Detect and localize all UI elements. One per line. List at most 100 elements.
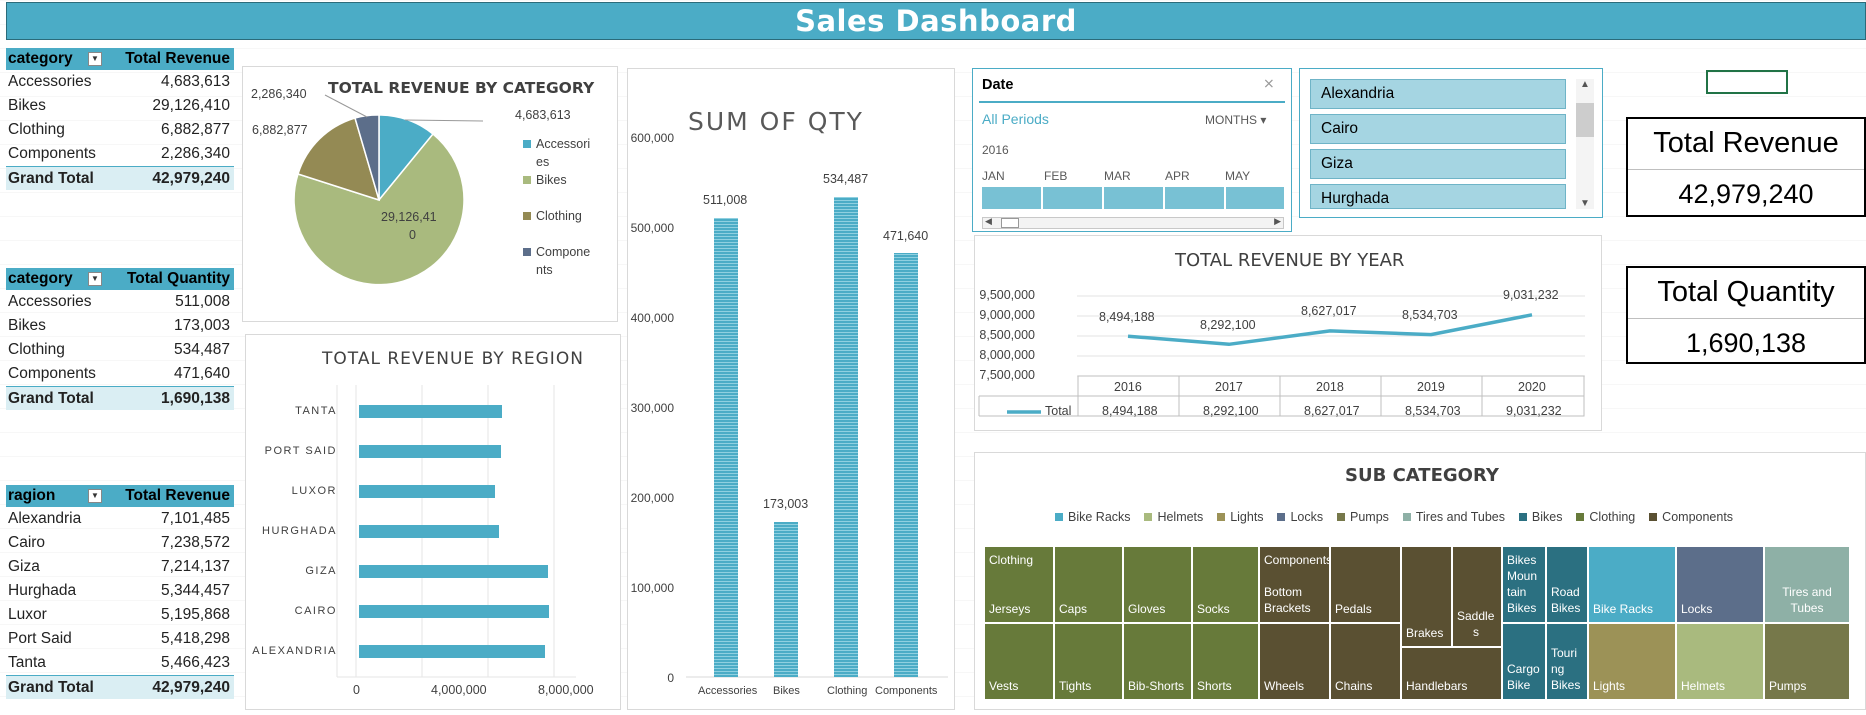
bar-clothing[interactable] [834, 197, 858, 677]
slicer-scrollbar[interactable]: ▲ ▼ [1576, 79, 1594, 209]
treemap-tile-vests[interactable]: Vests [985, 624, 1055, 701]
pie-slice-bikes[interactable] [293, 132, 465, 286]
treemap-tile-cargo-bike[interactable]: Cargo Bike [1503, 624, 1547, 701]
treemap-tile-pumps[interactable]: Pumps [1765, 624, 1851, 701]
bar-cairo[interactable] [359, 605, 549, 618]
bar-hurghada[interactable] [359, 525, 499, 538]
treemap-tile-socks[interactable]: Socks [1193, 547, 1260, 624]
pie-slice-components[interactable] [354, 114, 380, 201]
table-row[interactable]: Accessories 511,008 [6, 290, 234, 314]
sort-filter-icon[interactable]: ▼ [88, 489, 102, 503]
city-slicer[interactable]: Alexandria Cairo Giza Hurghada ▲ ▼ [1299, 68, 1603, 218]
scroll-down-icon[interactable]: ▼ [1580, 198, 1590, 209]
table-row[interactable]: Giza 7,214,137 [6, 555, 234, 579]
pie-slice-clothing[interactable] [297, 117, 381, 202]
sort-filter-icon[interactable]: ▼ [88, 272, 102, 286]
legend-item-clothing[interactable]: Clothing [523, 209, 582, 223]
treemap-tile-pedals[interactable]: Pedals [1331, 547, 1402, 624]
timeline-month[interactable]: MAY [1225, 169, 1251, 183]
treemap-tile-brakes[interactable]: Brakes [1402, 547, 1453, 648]
table-row[interactable]: Bikes 29,126,410 [6, 94, 234, 118]
treemap-tile-lights[interactable]: Lights [1589, 624, 1677, 701]
treemap-tile-helmets[interactable]: Helmets [1677, 624, 1765, 701]
legend-item-components[interactable]: Compone [523, 245, 590, 259]
bar-port-said[interactable] [359, 445, 501, 458]
legend-item[interactable]: Bikes [1518, 510, 1562, 524]
legend-item[interactable]: Lights [1217, 510, 1264, 524]
treemap-tile-gloves[interactable]: Gloves [1124, 547, 1193, 624]
scroll-right-icon[interactable]: ▶ [1274, 216, 1281, 226]
bar-components[interactable] [894, 253, 918, 677]
slicer-item-hurghada[interactable]: Hurghada [1310, 184, 1566, 209]
treemap-tile-wheels[interactable]: Wheels [1260, 624, 1331, 701]
bar-alexandria[interactable] [359, 645, 545, 658]
table-row[interactable]: Port Said 5,418,298 [6, 627, 234, 651]
legend-item[interactable]: Bike Racks [1055, 510, 1131, 524]
treemap-tile-caps[interactable]: Caps [1055, 547, 1124, 624]
legend-item-accessories[interactable]: Accessori [523, 137, 590, 151]
scroll-left-icon[interactable]: ◀ [985, 216, 992, 226]
legend-item-bikes[interactable]: Bikes [523, 173, 567, 187]
table-row[interactable]: Tanta 5,466,423 [6, 651, 234, 675]
legend-item[interactable]: Locks [1277, 510, 1323, 524]
treemap-tile-bike-racks[interactable]: Bike Racks [1589, 547, 1677, 624]
clear-filter-icon[interactable]: ⨯ [1263, 75, 1275, 91]
treemap-tile-shorts[interactable]: Shorts [1193, 624, 1260, 701]
grand-total-row[interactable]: Grand Total 42,979,240 [6, 675, 234, 699]
scrollbar-thumb[interactable] [1001, 218, 1019, 228]
treemap-tile-touring-bikes[interactable]: Touri ng Bikes [1547, 624, 1589, 701]
legend-item[interactable]: Helmets [1144, 510, 1203, 524]
treemap-tile-tights[interactable]: Tights [1055, 624, 1124, 701]
table-row[interactable]: Hurghada 5,344,457 [6, 579, 234, 603]
bar-luxor[interactable] [359, 485, 495, 498]
table-row[interactable]: Clothing 6,882,877 [6, 118, 234, 142]
table-row[interactable]: Cairo 7,238,572 [6, 531, 234, 555]
time-level-dropdown[interactable]: MONTHS ▾ [1205, 113, 1266, 127]
treemap-tile-bib-shorts[interactable]: Bib-Shorts [1124, 624, 1193, 701]
treemap-tile-locks[interactable]: Locks [1677, 547, 1765, 624]
qty-chart-panel[interactable]: SUM OF QTY 600,000 500,000 400,000 300,0… [627, 68, 955, 710]
legend-item[interactable]: Tires and Tubes [1402, 510, 1505, 524]
pie-chart-panel[interactable]: TOTAL REVENUE BY CATEGORY 4,683,613 2,28… [242, 66, 618, 322]
scrollbar-thumb[interactable] [1576, 103, 1594, 137]
treemap-tile-mountain-bikes[interactable]: Bikes Moun tain Bikes [1503, 547, 1547, 624]
bar-tanta[interactable] [359, 405, 502, 418]
date-timeline-slicer[interactable]: Date ⨯ All Periods MONTHS ▾ 2016 JAN FEB… [972, 68, 1292, 232]
table-row[interactable]: Luxor 5,195,868 [6, 603, 234, 627]
table-row[interactable]: Components 2,286,340 [6, 142, 234, 166]
bar-bikes[interactable] [774, 522, 798, 677]
slicer-item-cairo[interactable]: Cairo [1310, 114, 1566, 144]
bar-giza[interactable] [359, 565, 548, 578]
treemap-tile-chains[interactable]: Chains [1331, 624, 1402, 701]
region-chart-panel[interactable]: TOTAL REVENUE BY REGION TANTA PORT SAID … [245, 334, 621, 710]
year-chart-panel[interactable]: TOTAL REVENUE BY YEAR 9,500,000 9,000,00… [974, 235, 1602, 431]
treemap-tile-jerseys[interactable]: Clothing Jerseys [985, 547, 1055, 624]
treemap-tile-saddles[interactable]: Saddle s [1453, 547, 1503, 648]
timeline-month[interactable]: JAN [982, 169, 1005, 183]
revenue-line[interactable] [1127, 313, 1533, 347]
treemap-tile-bottom-brackets[interactable]: Components Bottom Brackets [1260, 547, 1331, 624]
legend-item[interactable]: Pumps [1337, 510, 1389, 524]
legend-item[interactable]: Components [1649, 510, 1733, 524]
timeline-month[interactable]: MAR [1104, 169, 1131, 183]
treemap-tile-handlebars[interactable]: Handlebars [1402, 648, 1503, 701]
treemap-panel[interactable]: SUB CATEGORY Bike Racks Helmets Lights L… [974, 452, 1866, 710]
scroll-up-icon[interactable]: ▲ [1580, 79, 1590, 90]
table-row[interactable]: Alexandria 7,101,485 [6, 507, 234, 531]
table-row[interactable]: Bikes 173,003 [6, 314, 234, 338]
table-row[interactable]: Accessories 4,683,613 [6, 70, 234, 94]
slicer-item-giza[interactable]: Giza [1310, 149, 1566, 179]
grand-total-row[interactable]: Grand Total 42,979,240 [6, 166, 234, 190]
grand-total-row[interactable]: Grand Total 1,690,138 [6, 386, 234, 410]
timeline-month[interactable]: APR [1165, 169, 1190, 183]
timeline-month[interactable]: FEB [1044, 169, 1068, 183]
table-row[interactable]: Components 471,640 [6, 362, 234, 386]
bar-accessories[interactable] [714, 218, 738, 677]
timeline-scrollbar[interactable]: ◀ ▶ [982, 216, 1284, 229]
selected-cell[interactable] [1706, 70, 1788, 94]
table-row[interactable]: Clothing 534,487 [6, 338, 234, 362]
timeline-bar[interactable] [982, 187, 1284, 209]
slicer-item-alexandria[interactable]: Alexandria [1310, 79, 1566, 109]
treemap-tile-road-bikes[interactable]: Road Bikes [1547, 547, 1589, 624]
treemap-tile-tires-and-tubes[interactable]: Tires and Tubes [1765, 547, 1851, 624]
